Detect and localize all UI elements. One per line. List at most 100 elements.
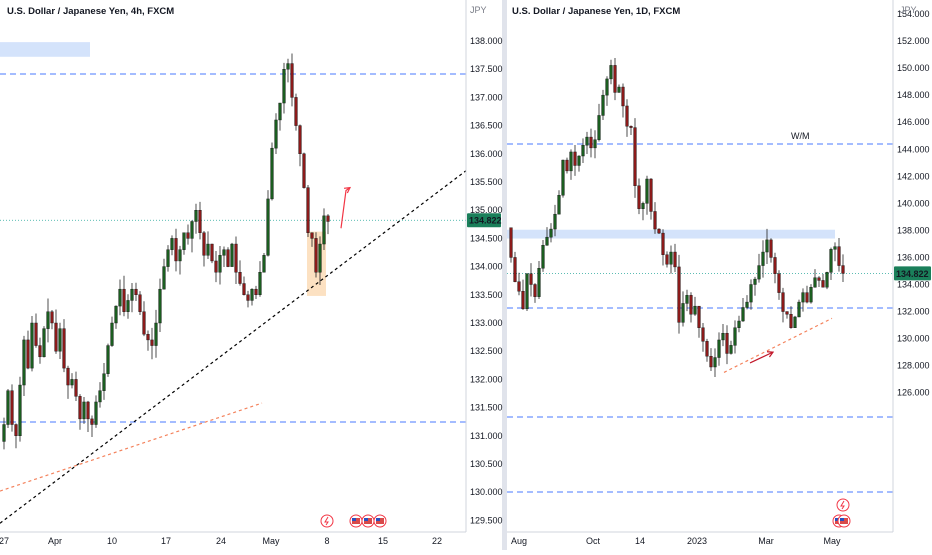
candle-body (290, 63, 294, 98)
candle-body (593, 139, 597, 149)
candle-body (62, 328, 66, 369)
last-price-tag (894, 266, 931, 281)
y-tick-label: 136.500 (470, 121, 503, 131)
x-tick-label: 8 (324, 536, 329, 546)
candle-body (266, 198, 270, 256)
candle-body (813, 277, 817, 288)
candle-body (537, 268, 541, 297)
y-tick-label: 152.000 (897, 36, 930, 46)
candle-body (581, 144, 585, 157)
x-tick-label: 2023 (687, 536, 707, 546)
candle-body (134, 288, 138, 296)
candle-body (150, 339, 154, 346)
candle-body (302, 153, 306, 188)
candle-body (130, 288, 134, 301)
candle-body (765, 239, 769, 253)
candle-body (697, 305, 701, 328)
candle-body (529, 273, 533, 285)
plot-area (507, 0, 893, 532)
y-tick-label: 146.000 (897, 117, 930, 127)
candle-body (86, 401, 90, 420)
panel-separator (502, 0, 507, 550)
x-tick-label: 17 (161, 536, 171, 546)
last-price-tag (467, 213, 501, 228)
candle-body (669, 251, 673, 265)
candle-body (625, 105, 629, 127)
candle-body (254, 288, 258, 296)
candle-body (685, 295, 689, 304)
y-tick-label: 136.000 (470, 149, 503, 159)
candle-body (521, 291, 525, 310)
candle-body (693, 305, 697, 315)
candle-body (661, 232, 665, 255)
candle-body (270, 147, 274, 200)
candle-body (230, 243, 234, 267)
supply-zone (0, 42, 90, 57)
candle-body (70, 379, 74, 386)
candle-body (645, 178, 649, 204)
candle-body (282, 68, 286, 104)
candle-body (565, 159, 569, 172)
candle-body (226, 249, 230, 267)
candle-body (154, 322, 158, 346)
candle-body (601, 94, 605, 116)
candle-body (753, 278, 757, 285)
candle-body (58, 328, 62, 352)
candle-body (733, 327, 737, 346)
x-tick-label: 10 (107, 536, 117, 546)
candle-body (194, 209, 198, 222)
candle-body (541, 245, 545, 269)
candle-body (174, 238, 178, 262)
candle-body (326, 215, 330, 222)
last-price-label: 134.822 (896, 269, 929, 279)
x-tick-label: 27 (0, 536, 9, 546)
y-tick-label: 150.000 (897, 63, 930, 73)
candle-body (18, 384, 22, 437)
chart-title: U.S. Dollar / Japanese Yen, 1D, FXCM (512, 6, 680, 17)
candle-body (569, 151, 573, 172)
y-tick-label: 134.500 (470, 233, 503, 243)
x-tick-label: Oct (586, 536, 601, 546)
us-flag-icon (364, 518, 368, 521)
candle-body (621, 86, 625, 107)
candle-body (709, 355, 713, 368)
candle-body (166, 249, 170, 267)
candle-body (182, 232, 186, 250)
candle-body (250, 288, 254, 301)
trendline (0, 402, 263, 492)
candle-body (158, 288, 162, 324)
candle-body (54, 322, 58, 352)
candle-body (274, 119, 278, 149)
level-label: W/M (791, 131, 810, 141)
candle-body (122, 288, 126, 312)
x-tick-label: 22 (432, 536, 442, 546)
candle-body (38, 345, 42, 358)
candle-body (234, 243, 238, 273)
trendline (723, 317, 833, 373)
y-tick-label: 135.500 (470, 177, 503, 187)
candle-body (310, 232, 314, 239)
candle-body (190, 221, 194, 239)
arrow-head (343, 186, 352, 194)
y-tick-label: 137.500 (470, 64, 503, 74)
candle-body (793, 316, 797, 328)
candle-body (517, 281, 521, 292)
candle-body (106, 345, 110, 374)
candle-body (298, 125, 302, 154)
candle-body (745, 301, 749, 308)
chart-panel-1: 138.000 137.500 137.000 136.500 136.000 135.5… (0, 0, 503, 546)
candle-body (509, 227, 513, 258)
candle-body (673, 251, 677, 268)
candle-body (729, 345, 733, 354)
candle-body (162, 266, 166, 290)
us-flag-icon (352, 518, 356, 521)
x-tick-label: 15 (378, 536, 388, 546)
y-tick-label: 133.500 (470, 290, 503, 300)
candle-body (633, 127, 637, 186)
candle-body (609, 65, 613, 80)
y-tick-label: 133.000 (470, 318, 503, 328)
candle-body (557, 195, 561, 215)
candle-body (318, 243, 322, 273)
y-tick-label: 137.000 (470, 92, 503, 102)
